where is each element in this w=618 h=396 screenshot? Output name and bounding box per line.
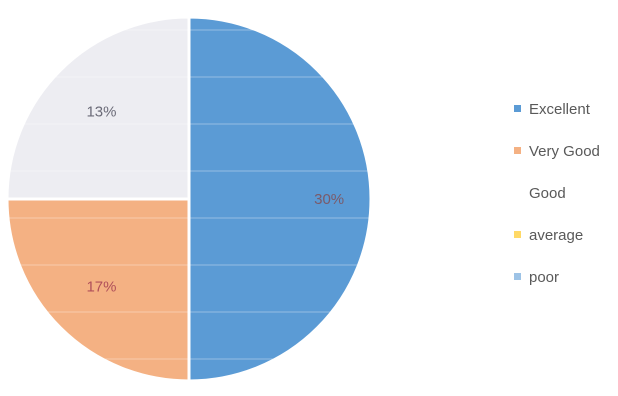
legend-item-excellent: Excellent xyxy=(514,101,591,118)
legend-label: poor xyxy=(529,269,559,286)
data-label-excellent: 30% xyxy=(314,191,344,208)
legend-swatch xyxy=(514,105,521,112)
legend-swatch xyxy=(514,231,521,238)
legend-swatch xyxy=(514,189,521,196)
legend-label: Good xyxy=(529,185,566,202)
legend-label: average xyxy=(529,227,583,244)
legend-item-good: Good xyxy=(514,185,566,202)
pie-slice-good xyxy=(5,15,191,201)
legend-item-average: average xyxy=(514,227,583,244)
legend-item-poor: poor xyxy=(514,269,559,286)
legend-swatch xyxy=(514,147,521,154)
pie-data-labels: 30% 17% 13% xyxy=(86,103,344,295)
pie-slice-excellent xyxy=(187,15,373,383)
pie-scanlines xyxy=(7,29,371,360)
legend-swatch xyxy=(514,273,521,280)
legend-item-very-good: Very Good xyxy=(514,143,600,160)
pie-slice-very-good xyxy=(5,197,191,383)
data-label-good: 13% xyxy=(86,103,116,120)
legend: Excellent Very Good Good average poor xyxy=(514,101,600,286)
pie-slices xyxy=(5,15,373,383)
legend-label: Excellent xyxy=(529,101,591,118)
legend-label: Very Good xyxy=(529,143,600,160)
data-label-very-good: 17% xyxy=(86,279,116,296)
